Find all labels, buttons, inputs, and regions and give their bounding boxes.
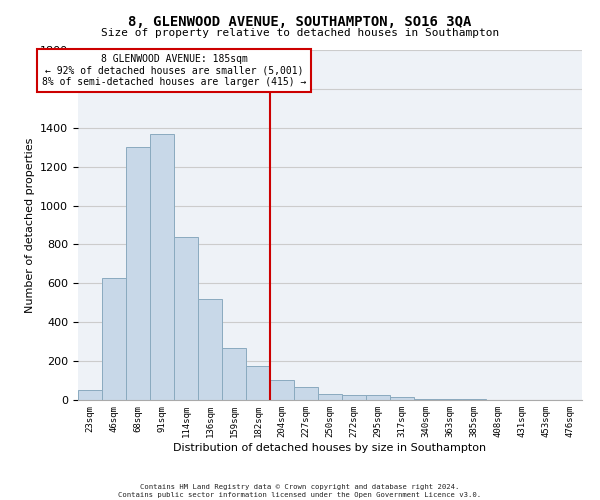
Bar: [150, 134, 174, 400]
X-axis label: Distribution of detached houses by size in Southampton: Distribution of detached houses by size …: [173, 442, 487, 452]
Bar: [78, 390, 102, 400]
Bar: [126, 147, 150, 400]
Bar: [198, 299, 222, 400]
Y-axis label: Number of detached properties: Number of detached properties: [25, 138, 35, 312]
Text: 8 GLENWOOD AVENUE: 185sqm
← 92% of detached houses are smaller (5,001)
8% of sem: 8 GLENWOOD AVENUE: 185sqm ← 92% of detac…: [42, 54, 306, 87]
Bar: [318, 394, 342, 400]
Text: Contains HM Land Registry data © Crown copyright and database right 2024.
Contai: Contains HM Land Registry data © Crown c…: [118, 484, 482, 498]
Bar: [390, 396, 414, 400]
Bar: [246, 366, 270, 400]
Bar: [102, 278, 126, 400]
Bar: [414, 399, 438, 400]
Bar: [222, 348, 246, 400]
Text: 8, GLENWOOD AVENUE, SOUTHAMPTON, SO16 3QA: 8, GLENWOOD AVENUE, SOUTHAMPTON, SO16 3Q…: [128, 15, 472, 29]
Bar: [174, 236, 198, 400]
Bar: [462, 399, 486, 400]
Bar: [366, 394, 390, 400]
Bar: [294, 388, 318, 400]
Bar: [270, 380, 294, 400]
Bar: [438, 399, 462, 400]
Text: Size of property relative to detached houses in Southampton: Size of property relative to detached ho…: [101, 28, 499, 38]
Bar: [342, 394, 366, 400]
